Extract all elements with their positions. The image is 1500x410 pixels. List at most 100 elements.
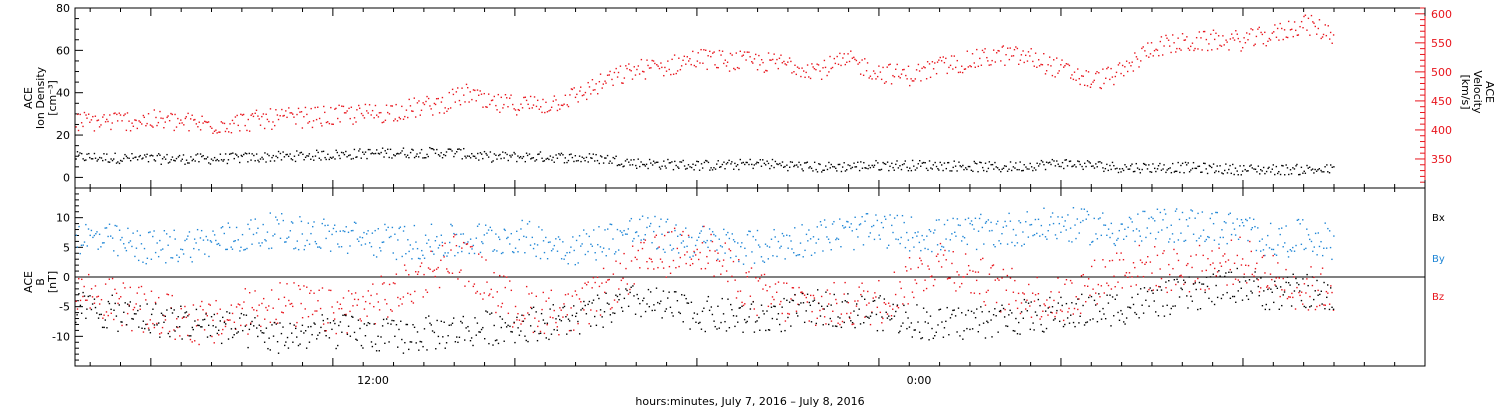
density-point bbox=[257, 159, 259, 162]
velocity-point bbox=[1220, 45, 1223, 47]
density-point bbox=[555, 154, 557, 156]
by-point bbox=[415, 241, 417, 243]
density-point bbox=[329, 156, 332, 159]
by-point bbox=[998, 240, 1000, 242]
bz-point bbox=[626, 283, 629, 285]
velocity-point bbox=[1002, 45, 1005, 47]
bx-point bbox=[162, 314, 164, 316]
bx-point bbox=[457, 341, 459, 344]
by-point bbox=[1145, 236, 1147, 239]
bz-point bbox=[588, 323, 590, 325]
by-point bbox=[897, 238, 899, 241]
bz-point bbox=[585, 284, 588, 286]
by-point bbox=[80, 244, 83, 246]
velocity-point bbox=[478, 94, 480, 96]
by-point bbox=[531, 236, 534, 239]
by-point bbox=[497, 236, 500, 238]
bz-point bbox=[426, 291, 429, 293]
bx-point bbox=[223, 321, 226, 324]
density-point bbox=[663, 160, 665, 162]
velocity-point bbox=[725, 65, 728, 67]
density-point bbox=[381, 147, 384, 149]
by-point bbox=[290, 221, 293, 223]
bz-point bbox=[700, 268, 703, 270]
velocity-point bbox=[1160, 36, 1163, 38]
velocity-point bbox=[940, 60, 943, 62]
bz-point bbox=[769, 286, 771, 288]
bz-point bbox=[423, 273, 425, 276]
bx-point bbox=[1276, 287, 1279, 290]
bz-point bbox=[676, 247, 679, 250]
velocity-point bbox=[576, 93, 578, 96]
bx-point bbox=[510, 330, 512, 333]
by-point bbox=[111, 237, 114, 239]
bx-point bbox=[496, 339, 498, 341]
by-point bbox=[1114, 244, 1117, 247]
by-point bbox=[724, 252, 726, 254]
velocity-point bbox=[542, 98, 544, 101]
density-point bbox=[342, 152, 345, 154]
bx-point bbox=[1172, 305, 1174, 307]
by-point bbox=[307, 222, 310, 224]
velocity-point bbox=[528, 107, 531, 110]
by-point bbox=[1093, 217, 1095, 220]
bz-point bbox=[120, 296, 122, 298]
density-point bbox=[644, 165, 647, 167]
density-point bbox=[794, 164, 796, 167]
density-point bbox=[534, 160, 536, 162]
bx-point bbox=[857, 314, 859, 317]
bz-point bbox=[1264, 272, 1266, 274]
bx-point bbox=[1178, 296, 1181, 298]
velocity-point bbox=[1029, 55, 1031, 57]
velocity-point bbox=[724, 59, 727, 61]
by-point bbox=[878, 234, 880, 236]
bz-point bbox=[1303, 283, 1306, 285]
b-legend: Bx By Bz bbox=[1432, 213, 1445, 303]
density-point bbox=[265, 161, 267, 163]
bx-point bbox=[426, 349, 428, 351]
by-point bbox=[258, 242, 260, 244]
bx-point bbox=[413, 326, 416, 329]
density-point bbox=[482, 157, 484, 160]
density-point bbox=[82, 158, 84, 160]
bx-point bbox=[478, 331, 480, 333]
by-point bbox=[552, 248, 554, 250]
by-point bbox=[764, 243, 767, 245]
by-point bbox=[110, 235, 112, 237]
bz-point bbox=[1296, 286, 1298, 289]
bx-point bbox=[1137, 293, 1139, 295]
bz-point bbox=[311, 313, 314, 316]
velocity-point bbox=[193, 119, 195, 121]
bz-point bbox=[808, 320, 810, 322]
density-point bbox=[1247, 170, 1249, 172]
by-point bbox=[916, 235, 918, 237]
bx-point bbox=[1195, 288, 1197, 291]
by-point bbox=[75, 234, 77, 236]
bx-point bbox=[743, 318, 746, 321]
density-tick-label: 80 bbox=[56, 2, 70, 15]
velocity-point bbox=[540, 106, 542, 108]
bx-point bbox=[271, 324, 273, 326]
density-point bbox=[99, 156, 101, 159]
bz-point bbox=[367, 290, 370, 292]
bx-point bbox=[384, 342, 386, 345]
velocity-point bbox=[1309, 34, 1311, 36]
velocity-point bbox=[328, 122, 331, 125]
bz-point bbox=[675, 267, 677, 269]
velocity-point bbox=[702, 62, 704, 64]
bz-point bbox=[564, 294, 567, 296]
density-point bbox=[560, 152, 563, 155]
bz-point bbox=[1268, 287, 1270, 289]
velocity-point bbox=[981, 49, 984, 52]
velocity-point bbox=[223, 122, 226, 125]
density-point bbox=[1184, 161, 1187, 164]
velocity-point bbox=[850, 50, 852, 52]
density-point bbox=[801, 168, 803, 170]
velocity-point bbox=[817, 64, 820, 66]
bx-point bbox=[686, 302, 688, 304]
bz-point bbox=[1089, 294, 1091, 297]
density-point bbox=[835, 167, 837, 170]
velocity-point bbox=[204, 120, 206, 123]
by-point bbox=[815, 242, 817, 244]
bz-point bbox=[1144, 263, 1146, 265]
